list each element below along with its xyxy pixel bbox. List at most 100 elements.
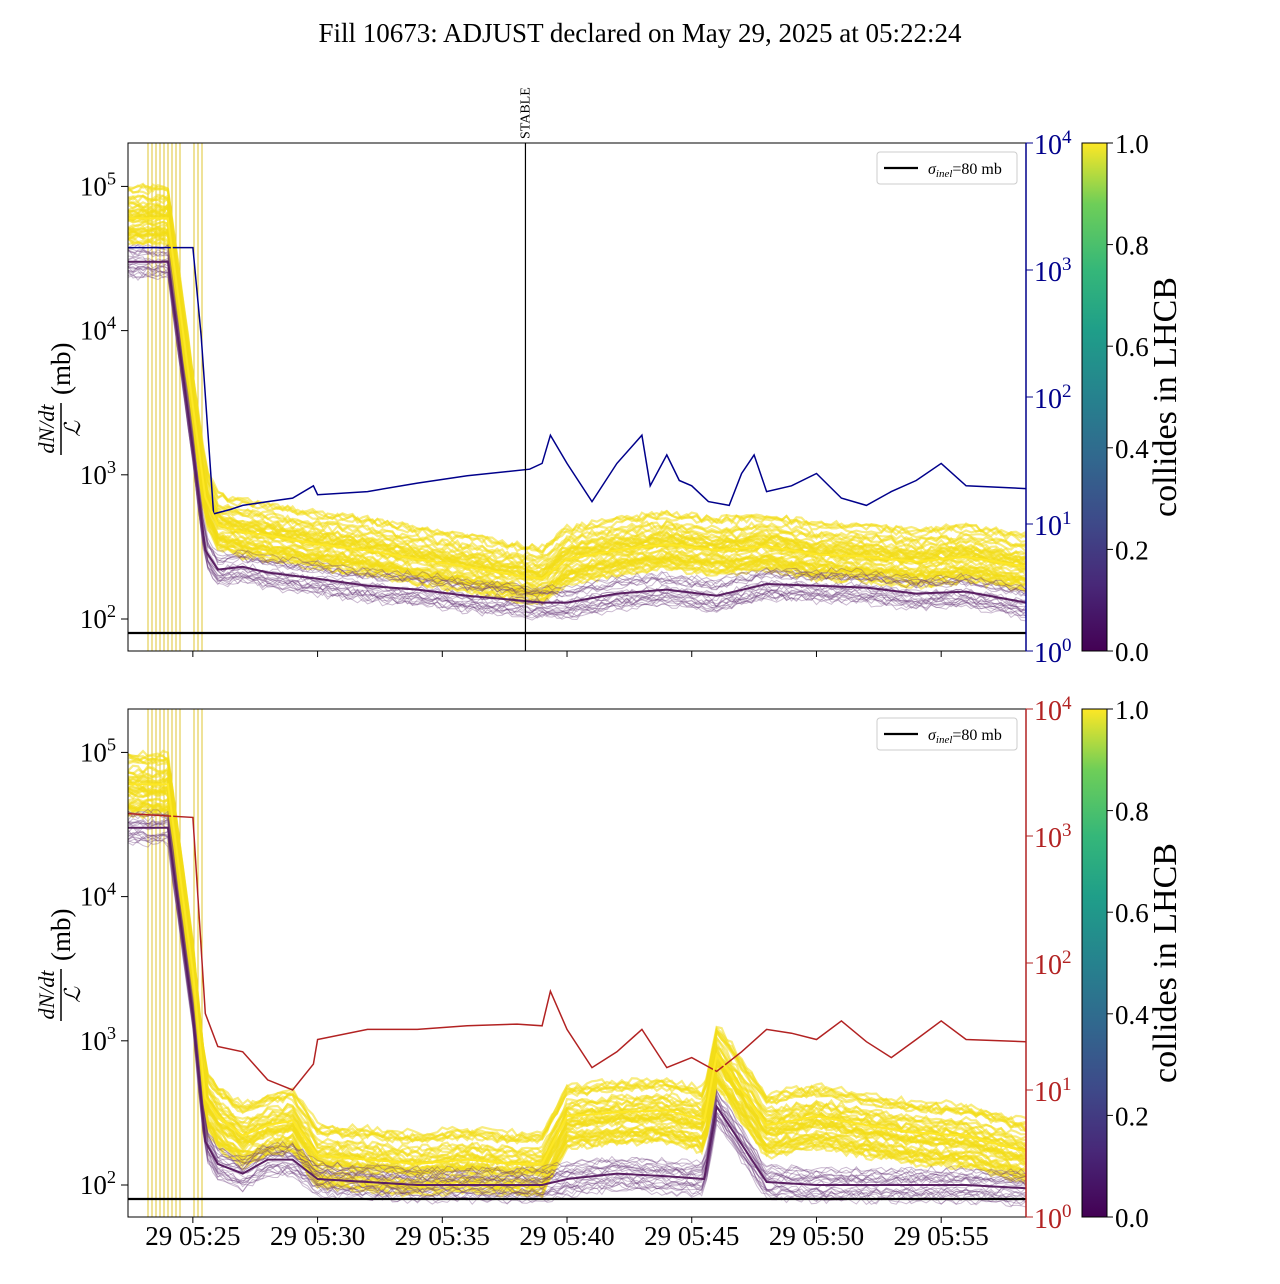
top-noncolliding-bunch-trace <box>128 265 1026 615</box>
top-colliding-bunch-trace <box>128 183 1026 554</box>
bottom-noncolliding-bunch-trace <box>128 839 1026 1208</box>
bottom-xtick-label: 29 05:50 <box>769 1221 864 1251</box>
bottom-noncolliding-bunch-trace <box>128 814 1026 1181</box>
top-stable-label: STABLE <box>518 87 533 139</box>
bottom-noncolliding-bunch-trace <box>128 829 1026 1195</box>
bottom-xtick-label: 29 05:45 <box>644 1221 739 1251</box>
top-rate-line <box>128 246 1026 515</box>
top-noncolliding-bunch-trace <box>128 266 1026 614</box>
top-colliding-bunch-trace <box>128 208 1026 577</box>
top-noncolliding-bunch-trace <box>128 266 1026 614</box>
bottom-y2tick-label: 104 <box>1034 693 1072 727</box>
top-colliding-bunch-trace <box>128 222 1026 589</box>
bottom-noncolliding-bunch-trace <box>128 832 1026 1198</box>
bottom-colorbar-tick-label: 0.0 <box>1115 1203 1149 1233</box>
top-y2tick-label: 103 <box>1034 254 1072 288</box>
bottom-legend-box <box>876 717 1018 751</box>
bottom-xtick-label: 29 05:30 <box>270 1221 365 1251</box>
bottom-noncolliding-bunch-trace <box>128 822 1026 1189</box>
top-noncolliding-bunch-trace <box>128 260 1026 610</box>
top-noncolliding-bunch-trace <box>128 249 1026 597</box>
top-ytick-label: 104 <box>80 313 116 346</box>
bottom-noncolliding-bunch-trace <box>128 833 1026 1201</box>
bottom-colliding-bunch-trace <box>128 786 1026 1176</box>
bottom-noncolliding-bunch-trace <box>128 819 1026 1187</box>
bottom-legend: σinel=80 mb <box>876 717 1018 751</box>
bottom-colorbar: 0.0 0.2 0.4 0.6 0.8 1.0 collides in LHCB <box>1081 695 1184 1233</box>
top-colorbar-tick-label: 0.4 <box>1115 434 1149 464</box>
bottom-noncolliding-bunch-trace <box>128 834 1026 1203</box>
bottom-y2tick-label: 100 <box>1034 1201 1072 1235</box>
top-noncolliding-bunch-trace <box>128 243 1026 591</box>
top-noncolliding-bunch-trace <box>128 247 1026 596</box>
bottom-noncolliding-bunch-trace <box>128 831 1026 1196</box>
top-noncolliding-bunch-trace <box>128 256 1026 606</box>
top-y2tick-label: 100 <box>1034 635 1072 669</box>
top-noncolliding-bunch-trace <box>128 249 1026 599</box>
top-legend-label: σinel=80 mb <box>928 161 1002 180</box>
top-ylabel-unit: (mb) <box>46 343 76 395</box>
top-colliding-bunch-trace <box>128 202 1026 571</box>
bottom-ytick-label: 102 <box>80 1167 116 1200</box>
bottom-noncolliding-bunch-trace <box>128 818 1026 1185</box>
bottom-ylabel-numerator: dN/dt <box>34 970 59 1020</box>
bottom-noncolliding-bunch-trace <box>128 816 1026 1183</box>
top-noncolliding-bunch-trace <box>128 273 1026 622</box>
bottom-colliding-bunch-trace <box>128 789 1026 1180</box>
bottom-colliding-bunch-trace <box>128 799 1026 1188</box>
top-colliding-bunch-trace <box>128 183 1026 554</box>
top-median-line <box>128 217 1026 580</box>
bottom-plot-area <box>128 709 1026 1217</box>
bottom-colorbar-tick-label: 0.2 <box>1115 1101 1149 1131</box>
top-noncolliding-bunch-trace <box>128 270 1026 619</box>
bottom-xtick-label: 29 05:55 <box>894 1221 989 1251</box>
top-noncolliding-bunch-trace <box>128 264 1026 614</box>
bottom-colliding-bunch-trace <box>128 788 1026 1178</box>
bottom-colorbar-tick-label: 0.8 <box>1115 797 1149 827</box>
bottom-legend-label: σinel=80 mb <box>928 727 1002 746</box>
top-ytick-label: 105 <box>80 168 116 201</box>
top-colorbar-tick-label: 0.0 <box>1115 637 1149 667</box>
figure-title: Fill 10673: ADJUST declared on May 29, 2… <box>318 18 962 48</box>
top-noncolliding-bunch-trace <box>128 270 1026 619</box>
bottom-colliding-bunch-trace <box>128 754 1026 1142</box>
top-plot-area <box>128 143 1026 651</box>
top-noncolliding-bunch-trace <box>128 243 1026 593</box>
top-ytick-label: 102 <box>80 601 116 634</box>
bottom-colliding-bunch-trace <box>128 765 1026 1156</box>
top-y2tick-label: 101 <box>1034 508 1072 542</box>
top-colliding-bunch-trace <box>128 193 1026 559</box>
bottom-noncolliding-bunch-trace <box>128 812 1026 1180</box>
bottom-median-line <box>128 826 1026 1190</box>
bottom-colliding-bunch-trace <box>128 770 1026 1159</box>
top-ylabel: dN/dt ℒ (mb) <box>34 343 85 455</box>
bottom-panel: 102 103 104 105 100 101 102 103 104 29 05:25 29 05… <box>34 693 1184 1251</box>
top-noncolliding-bunch-trace <box>128 266 1026 616</box>
top-colliding-bunch-trace <box>128 195 1026 565</box>
bottom-noncolliding-bunch-trace <box>128 836 1026 1204</box>
bottom-y2tick-label: 103 <box>1034 820 1072 854</box>
top-ytick-label: 103 <box>80 457 116 490</box>
top-colorbar-label: collides in LHCB <box>1147 277 1184 517</box>
bottom-ytick-label: 104 <box>80 879 116 912</box>
bottom-xtick-label: 29 05:35 <box>395 1221 490 1251</box>
bottom-colliding-bunch-trace <box>128 749 1026 1138</box>
bottom-xtick-label: 29 05:40 <box>519 1221 614 1251</box>
bottom-noncolliding-bunch-trace <box>128 826 1026 1194</box>
bottom-noncolliding-bunch-trace <box>128 839 1026 1208</box>
top-colorbar-tick-label: 0.2 <box>1115 535 1149 565</box>
top-noncolliding-bunch-trace <box>128 248 1026 598</box>
bottom-noncolliding-bunch-trace <box>128 818 1026 1187</box>
top-legend-box <box>876 151 1018 185</box>
bottom-noncolliding-bunch-trace <box>128 830 1026 1198</box>
top-y2tick-label: 104 <box>1034 127 1072 161</box>
top-colorbar: 0.0 0.2 0.4 0.6 0.8 1.0 collides in LHCB <box>1081 129 1184 667</box>
top-ylabel-denominator: ℒ <box>60 420 85 437</box>
top-colorbar-tick-label: 1.0 <box>1115 129 1149 159</box>
top-colliding-bunch-trace <box>128 216 1026 585</box>
bottom-ylabel: dN/dt ℒ (mb) <box>34 909 85 1021</box>
bottom-y2tick-label: 102 <box>1034 947 1072 981</box>
top-median-line <box>128 260 1026 604</box>
top-noncolliding-bunch-trace <box>128 270 1026 619</box>
